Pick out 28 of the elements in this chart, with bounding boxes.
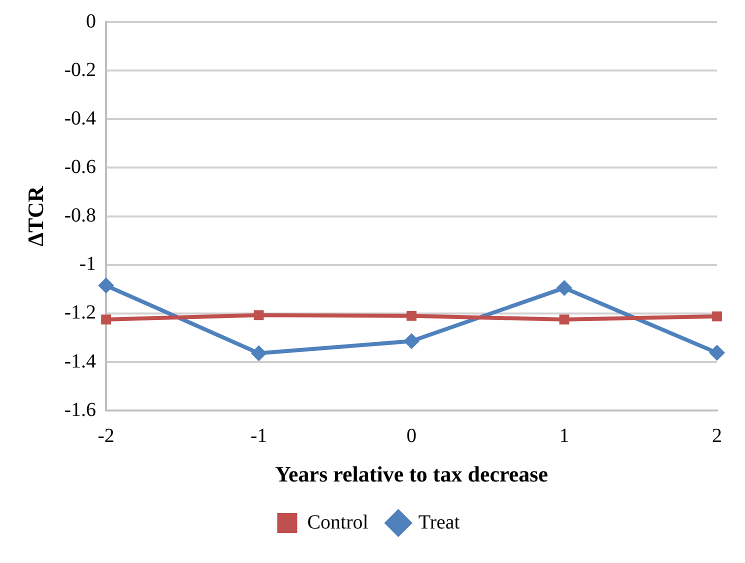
- legend-label: Control: [307, 511, 369, 534]
- x-tick-label: 1: [559, 424, 570, 447]
- point: [559, 314, 570, 324]
- x-tick-label: 2: [712, 424, 722, 447]
- y-tick-label: -0.2: [64, 58, 96, 81]
- point: [709, 344, 725, 361]
- point: [254, 310, 264, 320]
- y-tick-label: -0.4: [64, 107, 96, 130]
- y-tick-label: -0.8: [64, 204, 96, 227]
- y-axis-title: ΔTCR: [22, 185, 48, 246]
- point: [404, 333, 420, 350]
- x-tick-label: -1: [250, 424, 268, 447]
- y-tick-label: 0: [86, 10, 96, 32]
- y-tick-label: -1.6: [64, 398, 96, 421]
- y-tick-label: -0.6: [64, 156, 96, 178]
- y-tick-label: -1: [79, 253, 96, 276]
- point: [98, 278, 114, 294]
- x-tick-label: 0: [406, 424, 417, 447]
- point: [556, 280, 572, 296]
- point: [101, 314, 112, 324]
- y-tick-label: -1.2: [64, 302, 96, 324]
- point: [406, 310, 416, 321]
- x-tick-label: -2: [98, 424, 114, 447]
- legend-label: Treat: [418, 511, 460, 534]
- x-axis-title: Years relative to tax decrease: [275, 461, 548, 486]
- point: [712, 311, 722, 322]
- point: [250, 345, 267, 362]
- y-tick-label: -1.4: [64, 350, 96, 372]
